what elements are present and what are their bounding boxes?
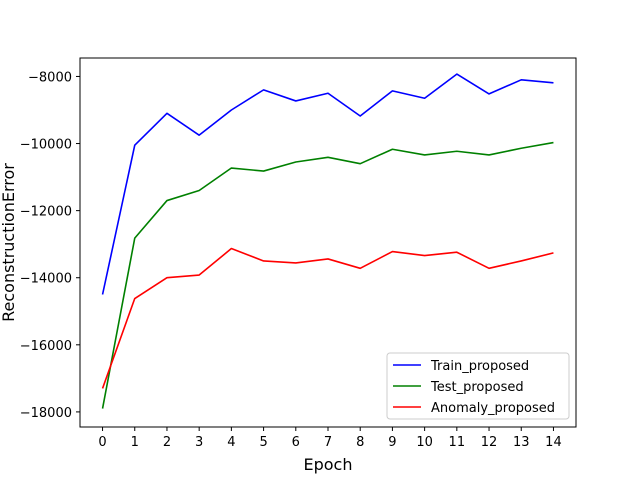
- plot-area: [101, 73, 554, 409]
- legend-label: Test_proposed: [430, 380, 524, 395]
- x-tick-label: 2: [163, 435, 171, 450]
- y-tick-label: −14000: [20, 272, 72, 287]
- y-tick-label: −10000: [20, 138, 72, 153]
- x-tick-label: 1: [131, 435, 139, 450]
- x-tick-label: 13: [513, 435, 530, 450]
- x-tick-label: 14: [545, 435, 562, 450]
- x-axis: 0 1 2 3 4 5 6 7 8 9 10 11 12 13 14: [98, 427, 562, 450]
- x-tick-label: 8: [356, 435, 364, 450]
- y-tick-label: −18000: [20, 406, 72, 421]
- y-tick-label: −8000: [28, 70, 72, 85]
- x-tick-label: 12: [481, 435, 498, 450]
- series-line-test-proposed: [101, 141, 554, 409]
- legend: Train_proposed Test_proposed Anomaly_propo…: [386, 352, 570, 420]
- legend-box: [386, 352, 570, 420]
- x-tick-label: 11: [449, 435, 466, 450]
- series-line-train-proposed: [101, 73, 554, 295]
- y-axis-label: ReconstructionError: [0, 163, 18, 322]
- legend-label: Train_proposed: [430, 359, 529, 374]
- x-tick-label: 0: [98, 435, 106, 450]
- x-tick-label: 4: [227, 435, 235, 450]
- x-tick-label: 6: [292, 435, 300, 450]
- series-line-anomaly-proposed: [101, 247, 554, 389]
- y-axis: −18000 −16000 −14000 −12000 −10000 −8000: [20, 70, 80, 421]
- x-tick-label: 10: [416, 435, 433, 450]
- x-tick-label: 3: [195, 435, 203, 450]
- y-tick-label: −12000: [20, 205, 72, 220]
- x-axis-label: Epoch: [304, 455, 353, 474]
- legend-label: Anomaly_proposed: [431, 401, 555, 416]
- y-tick-label: −16000: [20, 339, 72, 354]
- x-tick-label: 5: [259, 435, 267, 450]
- x-tick-label: 9: [388, 435, 396, 450]
- x-tick-label: 7: [324, 435, 332, 450]
